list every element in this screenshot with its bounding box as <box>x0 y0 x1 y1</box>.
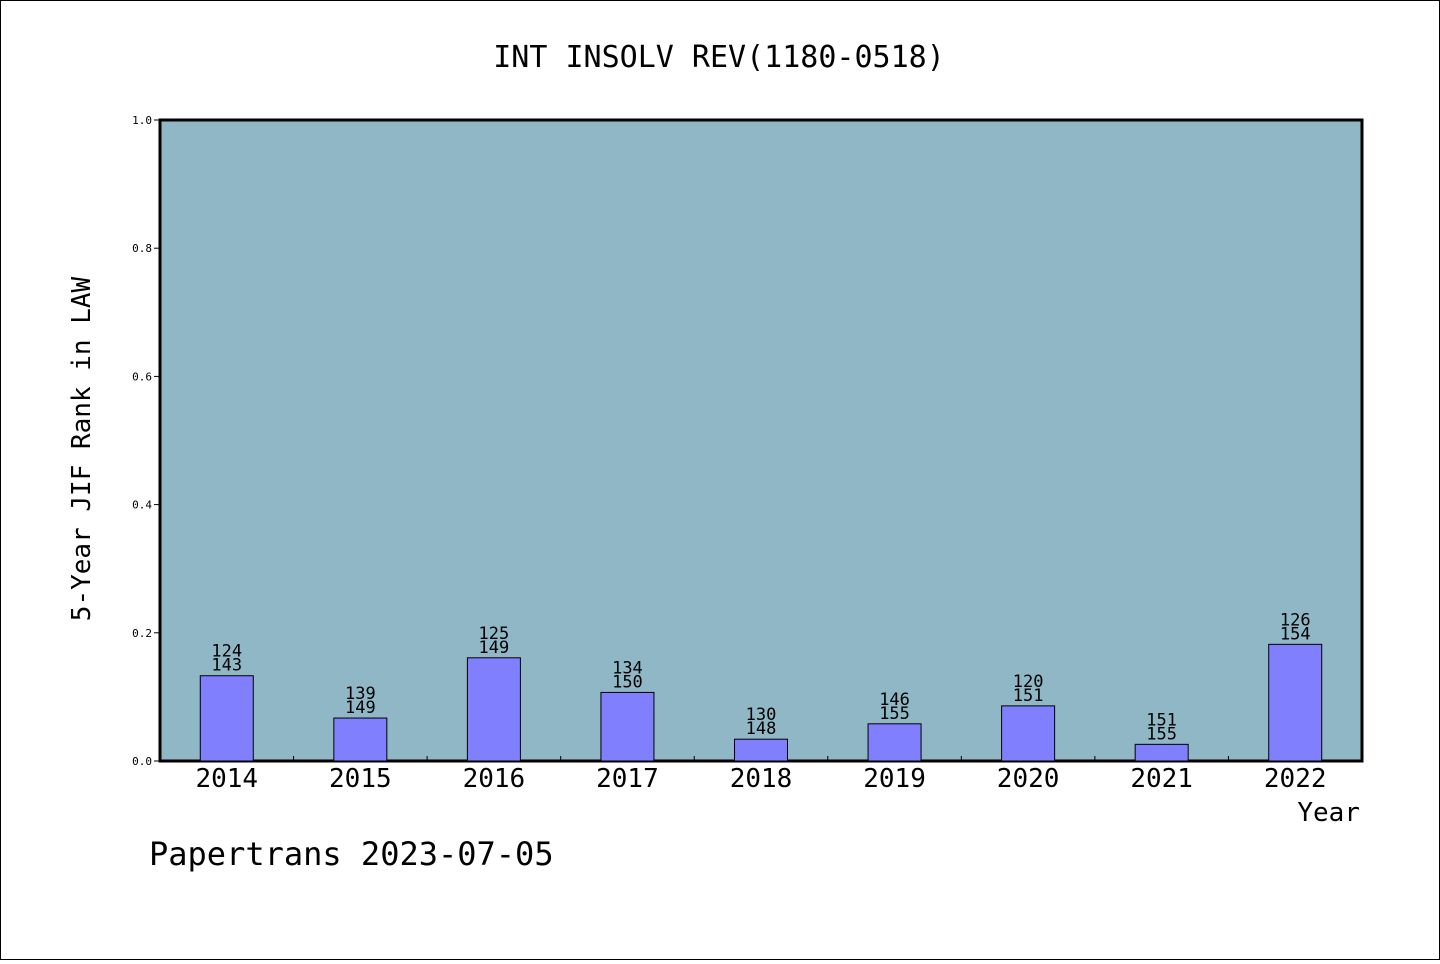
bar-label-rank: 126 <box>1280 610 1311 630</box>
x-tick-label: 2022 <box>1264 764 1327 794</box>
y-tick-label: 0.6 <box>132 370 152 383</box>
x-tick-label: 2019 <box>863 764 926 794</box>
y-tick-label: 0.4 <box>132 499 152 512</box>
bar-label-total: 151 <box>1013 686 1044 706</box>
bar-2018 <box>734 738 788 762</box>
bar-label-rank: 125 <box>479 624 510 644</box>
bar-label-rank: 130 <box>746 705 777 725</box>
bar-label-total: 155 <box>1146 724 1177 744</box>
bar-label-total: 150 <box>612 672 643 692</box>
bar-2016 <box>466 657 521 762</box>
bar-label-total: 149 <box>479 638 510 658</box>
bar-label-rank: 120 <box>1013 672 1044 692</box>
bar-2019 <box>867 723 922 762</box>
footer-text: Papertrans 2023-07-05 <box>149 835 554 873</box>
x-tick-label: 2016 <box>463 764 526 794</box>
x-tick-label: 2014 <box>195 764 258 794</box>
bar-label-rank: 134 <box>612 658 643 678</box>
y-tick-label: 0.8 <box>132 242 152 255</box>
bar-label-rank: 139 <box>345 684 376 704</box>
x-tick-label: 2021 <box>1130 764 1193 794</box>
y-tick-label: 0.2 <box>132 627 152 640</box>
bar-label-rank: 124 <box>211 642 242 662</box>
bar-label-total: 148 <box>746 719 777 739</box>
y-axis-label: 5-Year JIF Rank in LAW <box>67 276 97 621</box>
x-tick-label: 2017 <box>596 764 659 794</box>
y-tick-label: 1.0 <box>132 114 152 127</box>
bar-2014 <box>199 675 254 762</box>
bar-label-total: 155 <box>879 704 910 724</box>
plot-area <box>158 118 1364 763</box>
bar-2020 <box>1001 705 1056 762</box>
bar-2017 <box>600 691 655 762</box>
x-tick-label: 2015 <box>329 764 392 794</box>
y-tick-label: 0.0 <box>132 755 152 768</box>
bar-label-rank: 151 <box>1146 710 1177 730</box>
bar-label-total: 149 <box>345 698 376 718</box>
x-axis-label: Year <box>1297 798 1360 828</box>
bar-label-rank: 146 <box>879 690 910 710</box>
bar-label-total: 143 <box>211 656 242 676</box>
x-tick-label: 2020 <box>997 764 1060 794</box>
bar-label-total: 154 <box>1280 624 1311 644</box>
x-tick-label: 2018 <box>730 764 793 794</box>
bar-2021 <box>1134 743 1189 762</box>
bar-2022 <box>1268 643 1323 762</box>
bar-2015 <box>333 717 388 762</box>
chart-title: INT INSOLV REV(1180-0518) <box>493 40 945 75</box>
